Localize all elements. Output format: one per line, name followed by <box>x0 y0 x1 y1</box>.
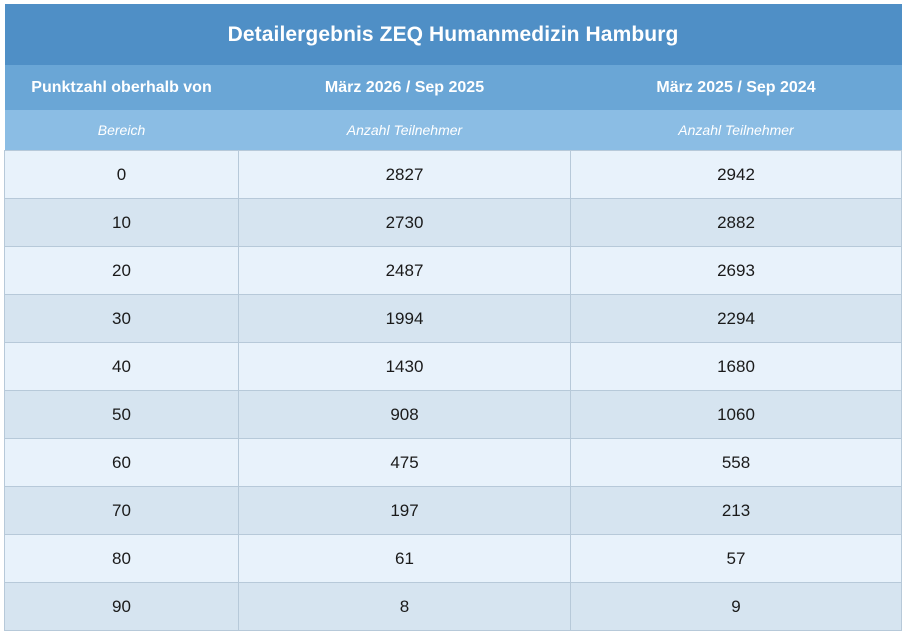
cell-score-threshold: 60 <box>4 438 239 487</box>
cell-score-threshold: 80 <box>4 534 239 583</box>
column-header-period-2026: März 2026 / Sep 2025 <box>238 65 571 110</box>
cell-participants-2026: 2730 <box>238 198 571 247</box>
cell-participants-2025: 2882 <box>569 198 903 247</box>
table-row: 0 2827 2942 <box>4 150 903 199</box>
result-table: Detailergebnis ZEQ Humanmedizin Hamburg … <box>4 4 903 631</box>
column-header-score: Punktzahl oberhalb von <box>4 65 239 110</box>
column-subheader-range: Bereich <box>4 110 239 151</box>
cell-participants-2025: 2693 <box>569 246 903 295</box>
table-row: 40 1430 1680 <box>4 342 903 391</box>
cell-participants-2026: 197 <box>238 486 571 535</box>
cell-participants-2025: 9 <box>569 582 903 631</box>
table-title: Detailergebnis ZEQ Humanmedizin Hamburg <box>4 4 902 65</box>
cell-participants-2025: 2942 <box>569 150 903 199</box>
cell-score-threshold: 20 <box>4 246 239 295</box>
cell-participants-2026: 1430 <box>238 342 571 391</box>
table-row: 80 61 57 <box>4 534 903 583</box>
table-row: 70 197 213 <box>4 486 903 535</box>
column-subheader-participants-2025: Anzahl Teilnehmer <box>570 110 902 151</box>
cell-participants-2025: 213 <box>569 486 903 535</box>
column-subheader-participants-2026: Anzahl Teilnehmer <box>238 110 571 151</box>
cell-participants-2025: 2294 <box>569 294 903 343</box>
cell-score-threshold: 70 <box>4 486 239 535</box>
table-row: 20 2487 2693 <box>4 246 903 295</box>
cell-score-threshold: 50 <box>4 390 239 439</box>
cell-participants-2026: 908 <box>238 390 571 439</box>
cell-participants-2026: 2827 <box>238 150 571 199</box>
cell-participants-2026: 2487 <box>238 246 571 295</box>
table-row: 10 2730 2882 <box>4 198 903 247</box>
cell-participants-2025: 1060 <box>569 390 903 439</box>
cell-participants-2025: 57 <box>569 534 903 583</box>
table-row: 90 8 9 <box>4 582 903 631</box>
table-title-row: Detailergebnis ZEQ Humanmedizin Hamburg <box>4 4 902 65</box>
cell-participants-2026: 475 <box>238 438 571 487</box>
cell-score-threshold: 0 <box>4 150 239 199</box>
cell-participants-2025: 1680 <box>569 342 903 391</box>
table-body: Detailergebnis ZEQ Humanmedizin Hamburg … <box>4 4 903 631</box>
column-header-period-2025: März 2025 / Sep 2024 <box>570 65 902 110</box>
column-header-row: Punktzahl oberhalb von März 2026 / Sep 2… <box>4 65 902 110</box>
cell-score-threshold: 90 <box>4 582 239 631</box>
table-row: 50 908 1060 <box>4 390 903 439</box>
result-table-container: Detailergebnis ZEQ Humanmedizin Hamburg … <box>4 4 903 631</box>
cell-participants-2026: 8 <box>238 582 571 631</box>
cell-score-threshold: 40 <box>4 342 239 391</box>
cell-score-threshold: 30 <box>4 294 239 343</box>
cell-participants-2026: 1994 <box>238 294 571 343</box>
cell-participants-2026: 61 <box>238 534 571 583</box>
cell-score-threshold: 10 <box>4 198 239 247</box>
table-row: 60 475 558 <box>4 438 903 487</box>
table-row: 30 1994 2294 <box>4 294 903 343</box>
cell-participants-2025: 558 <box>569 438 903 487</box>
column-subheader-row: Bereich Anzahl Teilnehmer Anzahl Teilneh… <box>4 110 902 151</box>
